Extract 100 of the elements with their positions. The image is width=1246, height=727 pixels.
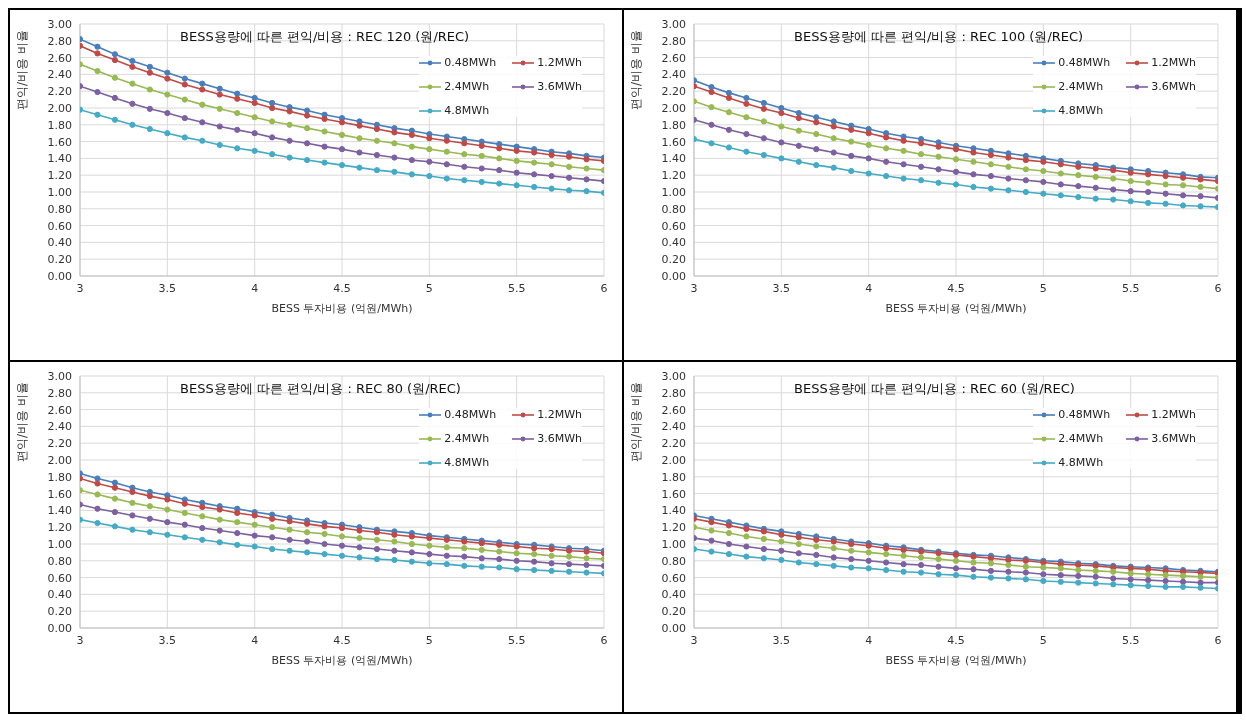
y-tick-label: 2.20 bbox=[661, 85, 686, 99]
y-tick-label: 0.60 bbox=[47, 219, 72, 233]
y-tick-label: 0.80 bbox=[47, 202, 72, 216]
y-tick-label: 0.00 bbox=[661, 269, 686, 283]
y-tick-label: 0.20 bbox=[661, 605, 686, 619]
legend-label: 0.48MWh bbox=[444, 56, 497, 69]
x-tick-label: 6 bbox=[1214, 633, 1222, 647]
y-axis-title: 편익/비용 비율 bbox=[15, 382, 30, 462]
y-tick-label: 2.40 bbox=[661, 420, 686, 434]
legend-label: 4.8MWh bbox=[444, 104, 490, 117]
y-tick-label: 1.80 bbox=[661, 118, 686, 132]
x-tick-label: 3 bbox=[76, 281, 84, 295]
y-tick-label: 2.60 bbox=[47, 51, 72, 65]
x-tick-label: 4 bbox=[251, 633, 259, 647]
x-tick-label: 3.5 bbox=[772, 281, 791, 295]
y-tick-label: 2.00 bbox=[661, 101, 686, 115]
legend-label: 1.2MWh bbox=[537, 56, 582, 69]
x-tick-label: 3.5 bbox=[772, 633, 791, 647]
x-axis-title: BESS 투자비용 (억원/MWh) bbox=[271, 654, 413, 667]
y-tick-label: 0.60 bbox=[47, 571, 72, 585]
y-tick-label: 1.20 bbox=[47, 169, 72, 183]
y-tick-label: 2.80 bbox=[47, 386, 72, 400]
x-tick-label: 5 bbox=[425, 281, 433, 295]
legend-label: 1.2MWh bbox=[1151, 56, 1196, 69]
x-tick-label: 5.5 bbox=[507, 633, 526, 647]
y-tick-label: 0.40 bbox=[661, 236, 686, 250]
y-tick-label: 2.00 bbox=[47, 101, 72, 115]
y-tick-label: 0.80 bbox=[661, 202, 686, 216]
legend-label: 2.4MWh bbox=[1058, 80, 1104, 93]
y-tick-label: 1.80 bbox=[47, 118, 72, 132]
y-tick-label: 2.80 bbox=[661, 386, 686, 400]
y-tick-label: 2.20 bbox=[47, 437, 72, 451]
x-tick-label: 3 bbox=[690, 281, 698, 295]
y-tick-label: 1.60 bbox=[661, 135, 686, 149]
x-tick-label: 4 bbox=[865, 281, 873, 295]
y-axis-title: 편익/비용 비율 bbox=[15, 30, 30, 110]
x-tick-label: 5 bbox=[1039, 281, 1047, 295]
y-tick-label: 2.60 bbox=[47, 403, 72, 417]
x-tick-label: 6 bbox=[600, 633, 608, 647]
y-tick-label: 1.60 bbox=[661, 487, 686, 501]
y-tick-label: 1.60 bbox=[47, 487, 72, 501]
y-tick-label: 0.40 bbox=[47, 236, 72, 250]
y-tick-label: 0.40 bbox=[47, 588, 72, 602]
y-tick-label: 2.80 bbox=[47, 34, 72, 48]
legend-label: 0.48MWh bbox=[444, 408, 497, 421]
y-tick-label: 2.00 bbox=[47, 453, 72, 467]
x-axis-title: BESS 투자비용 (억원/MWh) bbox=[885, 654, 1027, 667]
y-tick-label: 0.00 bbox=[661, 621, 686, 635]
legend-label: 2.4MWh bbox=[444, 80, 490, 93]
y-tick-label: 1.40 bbox=[47, 504, 72, 518]
legend-label: 2.4MWh bbox=[444, 432, 490, 445]
y-tick-label: 0.20 bbox=[661, 253, 686, 267]
y-tick-label: 3.00 bbox=[661, 369, 686, 383]
legend-label: 0.48MWh bbox=[1058, 56, 1111, 69]
x-tick-label: 3.5 bbox=[158, 281, 177, 295]
y-tick-label: 3.00 bbox=[47, 17, 72, 31]
legend-label: 1.2MWh bbox=[537, 408, 582, 421]
x-axis-title: BESS 투자비용 (억원/MWh) bbox=[885, 302, 1027, 315]
legend-label: 3.6MWh bbox=[537, 80, 582, 93]
legend-label: 0.48MWh bbox=[1058, 408, 1111, 421]
y-tick-label: 0.60 bbox=[661, 571, 686, 585]
x-tick-label: 3 bbox=[76, 633, 84, 647]
y-axis-title: 편익/비용 비율 bbox=[629, 382, 644, 462]
x-tick-label: 5.5 bbox=[1121, 281, 1140, 295]
chart-title: BESS용량에 따른 편익/비용 : REC 120 (원/REC) bbox=[180, 28, 470, 46]
y-tick-label: 2.60 bbox=[661, 51, 686, 65]
y-tick-label: 3.00 bbox=[47, 369, 72, 383]
legend-label: 1.2MWh bbox=[1151, 408, 1196, 421]
y-tick-label: 2.80 bbox=[661, 34, 686, 48]
y-tick-label: 0.20 bbox=[47, 605, 72, 619]
y-tick-label: 1.00 bbox=[661, 537, 686, 551]
y-tick-label: 2.00 bbox=[661, 453, 686, 467]
chart-title: BESS용량에 따른 편익/비용 : REC 100 (원/REC) bbox=[794, 28, 1084, 46]
y-tick-label: 1.40 bbox=[661, 152, 686, 166]
y-tick-label: 1.20 bbox=[661, 169, 686, 183]
y-tick-label: 2.40 bbox=[47, 68, 72, 82]
y-tick-label: 1.60 bbox=[47, 135, 72, 149]
x-tick-label: 5 bbox=[425, 633, 433, 647]
y-tick-label: 0.40 bbox=[661, 588, 686, 602]
y-tick-label: 1.00 bbox=[661, 185, 686, 199]
y-tick-label: 2.20 bbox=[661, 437, 686, 451]
x-tick-label: 4 bbox=[865, 633, 873, 647]
x-tick-label: 3.5 bbox=[158, 633, 177, 647]
y-tick-label: 2.60 bbox=[661, 403, 686, 417]
legend-label: 4.8MWh bbox=[444, 456, 490, 469]
legend-label: 2.4MWh bbox=[1058, 432, 1104, 445]
x-tick-label: 4.5 bbox=[333, 633, 351, 647]
x-tick-label: 4.5 bbox=[947, 633, 965, 647]
y-tick-label: 1.40 bbox=[661, 504, 686, 518]
x-tick-label: 5.5 bbox=[507, 281, 526, 295]
y-tick-label: 1.00 bbox=[47, 537, 72, 551]
y-tick-label: 2.40 bbox=[47, 420, 72, 434]
x-tick-label: 4.5 bbox=[333, 281, 351, 295]
x-tick-label: 3 bbox=[690, 633, 698, 647]
legend-label: 3.6MWh bbox=[537, 432, 582, 445]
legend-label: 3.6MWh bbox=[1151, 432, 1196, 445]
y-tick-label: 1.20 bbox=[661, 521, 686, 535]
y-tick-label: 1.80 bbox=[661, 470, 686, 484]
chart-title: BESS용량에 따른 편익/비용 : REC 80 (원/REC) bbox=[180, 380, 461, 398]
legend-label: 4.8MWh bbox=[1058, 104, 1104, 117]
